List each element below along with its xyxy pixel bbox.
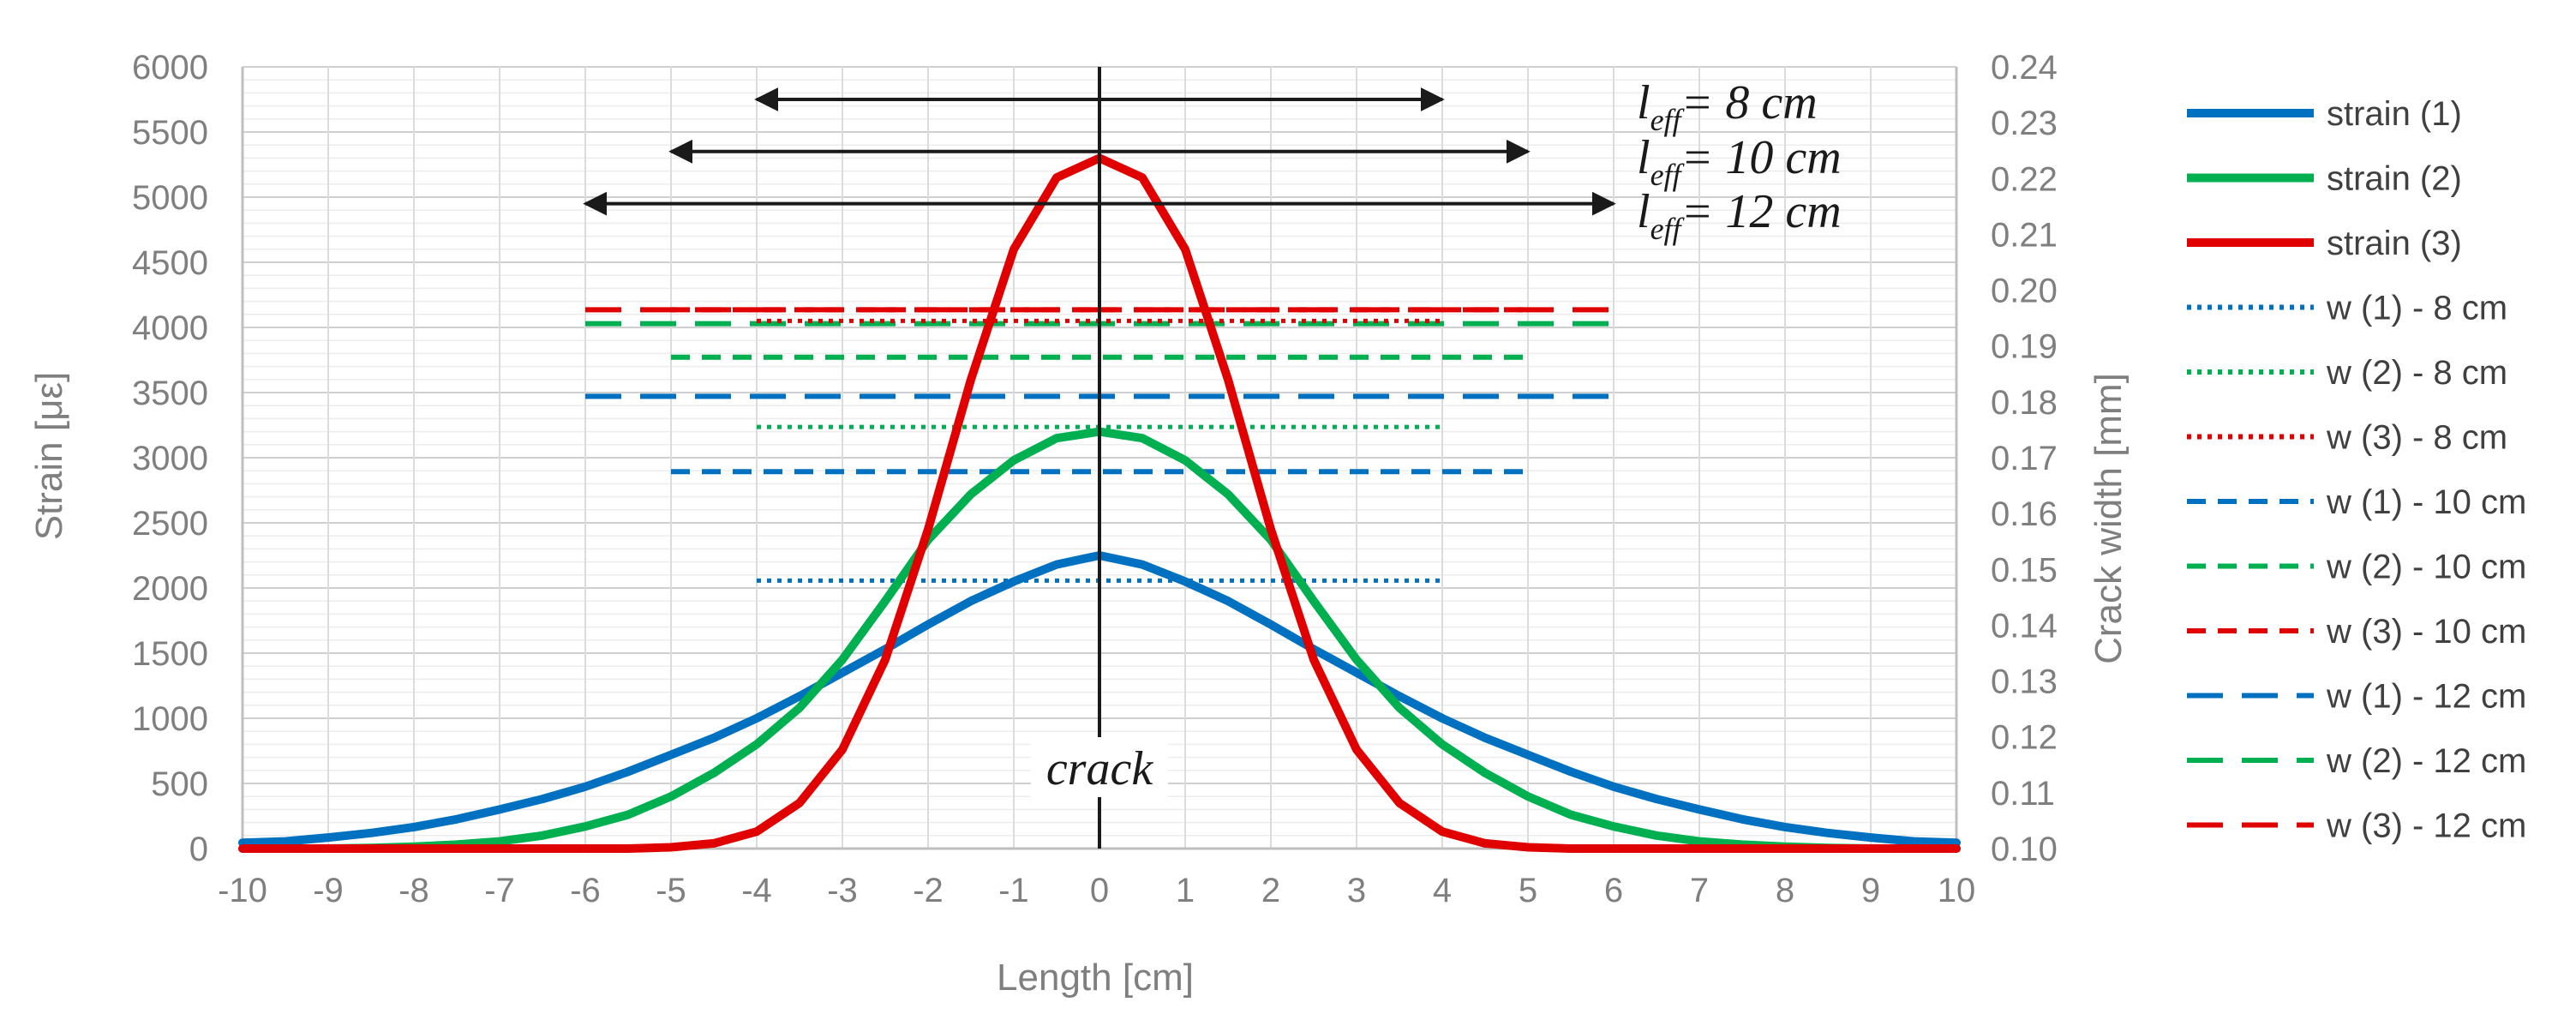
y2-tick-label: 0.24 [1991,49,2058,87]
y2-tick-label: 0.18 [1991,384,2058,422]
legend-label: w (3) - 8 cm [2326,419,2507,457]
legend-label: w (3) - 10 cm [2326,613,2526,651]
x-tick-label: 9 [1861,872,1880,909]
leff-label: leff= 10 cm [1637,131,1842,192]
y2-tick-labels: 0.10 0.11 0.12 0.13 0.14 0.15 0.16 0.17 0.18 0.19… [1991,49,2058,868]
y-tick-label: 5000 [132,179,208,217]
x-axis-title: Length [cm] [997,957,1194,999]
x-tick-label: -5 [656,872,686,909]
leff-label: leff= 8 cm [1637,76,1818,137]
y2-tick-label: 0.16 [1991,495,2058,533]
x-tick-label: -8 [398,872,429,909]
legend-label: strain (2) [2327,160,2462,198]
legend-label: strain (1) [2327,95,2462,133]
legend-label: strain (3) [2327,225,2462,262]
y-tick-label: 1000 [132,700,208,738]
y-tick-label: 2000 [132,570,208,608]
legend-label: w (1) - 12 cm [2326,678,2526,716]
legend-label: w (2) - 10 cm [2326,549,2526,586]
y-tick-label: 4500 [132,244,208,282]
x-tick-label: -4 [741,872,772,909]
y-tick-label: 2500 [132,505,208,543]
x-tick-label: 0 [1090,872,1109,909]
legend: strain (1) strain (2) strain (3) w (1) - 8 … [2187,95,2526,845]
y2-tick-label: 0.13 [1991,663,2058,701]
y-tick-label: 3500 [132,375,208,412]
x-tick-label: 3 [1347,872,1366,909]
x-tick-label: -6 [570,872,601,909]
x-tick-label: 1 [1176,872,1195,909]
x-tick-label: 8 [1776,872,1794,909]
y-tick-label: 5500 [132,114,208,152]
y2-tick-label: 0.11 [1991,775,2055,813]
legend-label: w (2) - 12 cm [2326,742,2526,780]
y2-tick-label: 0.12 [1991,719,2058,757]
x-tick-label: -2 [913,872,944,909]
legend-label: w (3) - 12 cm [2326,807,2526,845]
crack-label: crack [1046,742,1154,795]
y-tick-label: 500 [151,765,208,803]
y2-tick-label: 0.10 [1991,831,2058,868]
y-tick-labels: 0 500 1000 1500 2000 2500 3000 3500 4000 4500 5000… [132,49,208,868]
y-tick-label: 3000 [132,440,208,477]
x-tick-label: 2 [1261,872,1280,909]
leff-label: leff= 12 cm [1637,185,1842,246]
x-tick-label: -1 [998,872,1029,909]
x-tick-labels: -10 -9 -8 -7 -6 -5 -4 -3 -2 -1 0 1 2 3 4 5 6 7 8 9 10 [218,872,1975,909]
y2-tick-label: 0.22 [1991,160,2058,198]
y-tick-label: 0 [189,831,208,868]
crack-label-background [1031,737,1168,797]
y2-axis-title: Crack width [mm] [2088,373,2130,664]
y2-tick-label: 0.14 [1991,607,2058,645]
x-tick-label: 10 [1938,872,1976,909]
x-tick-label: -10 [218,872,267,909]
x-tick-label: 7 [1690,872,1709,909]
y2-tick-label: 0.19 [1991,328,2058,366]
y2-tick-label: 0.23 [1991,105,2058,142]
legend-label: w (1) - 10 cm [2326,483,2526,521]
x-tick-label: 5 [1519,872,1537,909]
y-tick-label: 6000 [132,49,208,87]
x-tick-label: 6 [1604,872,1623,909]
legend-label: w (1) - 8 cm [2326,290,2507,327]
legend-label: w (2) - 8 cm [2326,354,2507,392]
x-tick-label: 4 [1433,872,1452,909]
y2-tick-label: 0.20 [1991,273,2058,310]
y-tick-label: 4000 [132,309,208,347]
y-tick-label: 1500 [132,635,208,673]
x-tick-label: -9 [313,872,344,909]
y2-tick-label: 0.15 [1991,551,2058,589]
y2-tick-label: 0.21 [1991,216,2058,254]
y-axis-title: Strain [με] [28,372,70,541]
x-tick-label: -3 [827,872,858,909]
x-tick-label: -7 [484,872,515,909]
y2-tick-label: 0.17 [1991,440,2058,477]
